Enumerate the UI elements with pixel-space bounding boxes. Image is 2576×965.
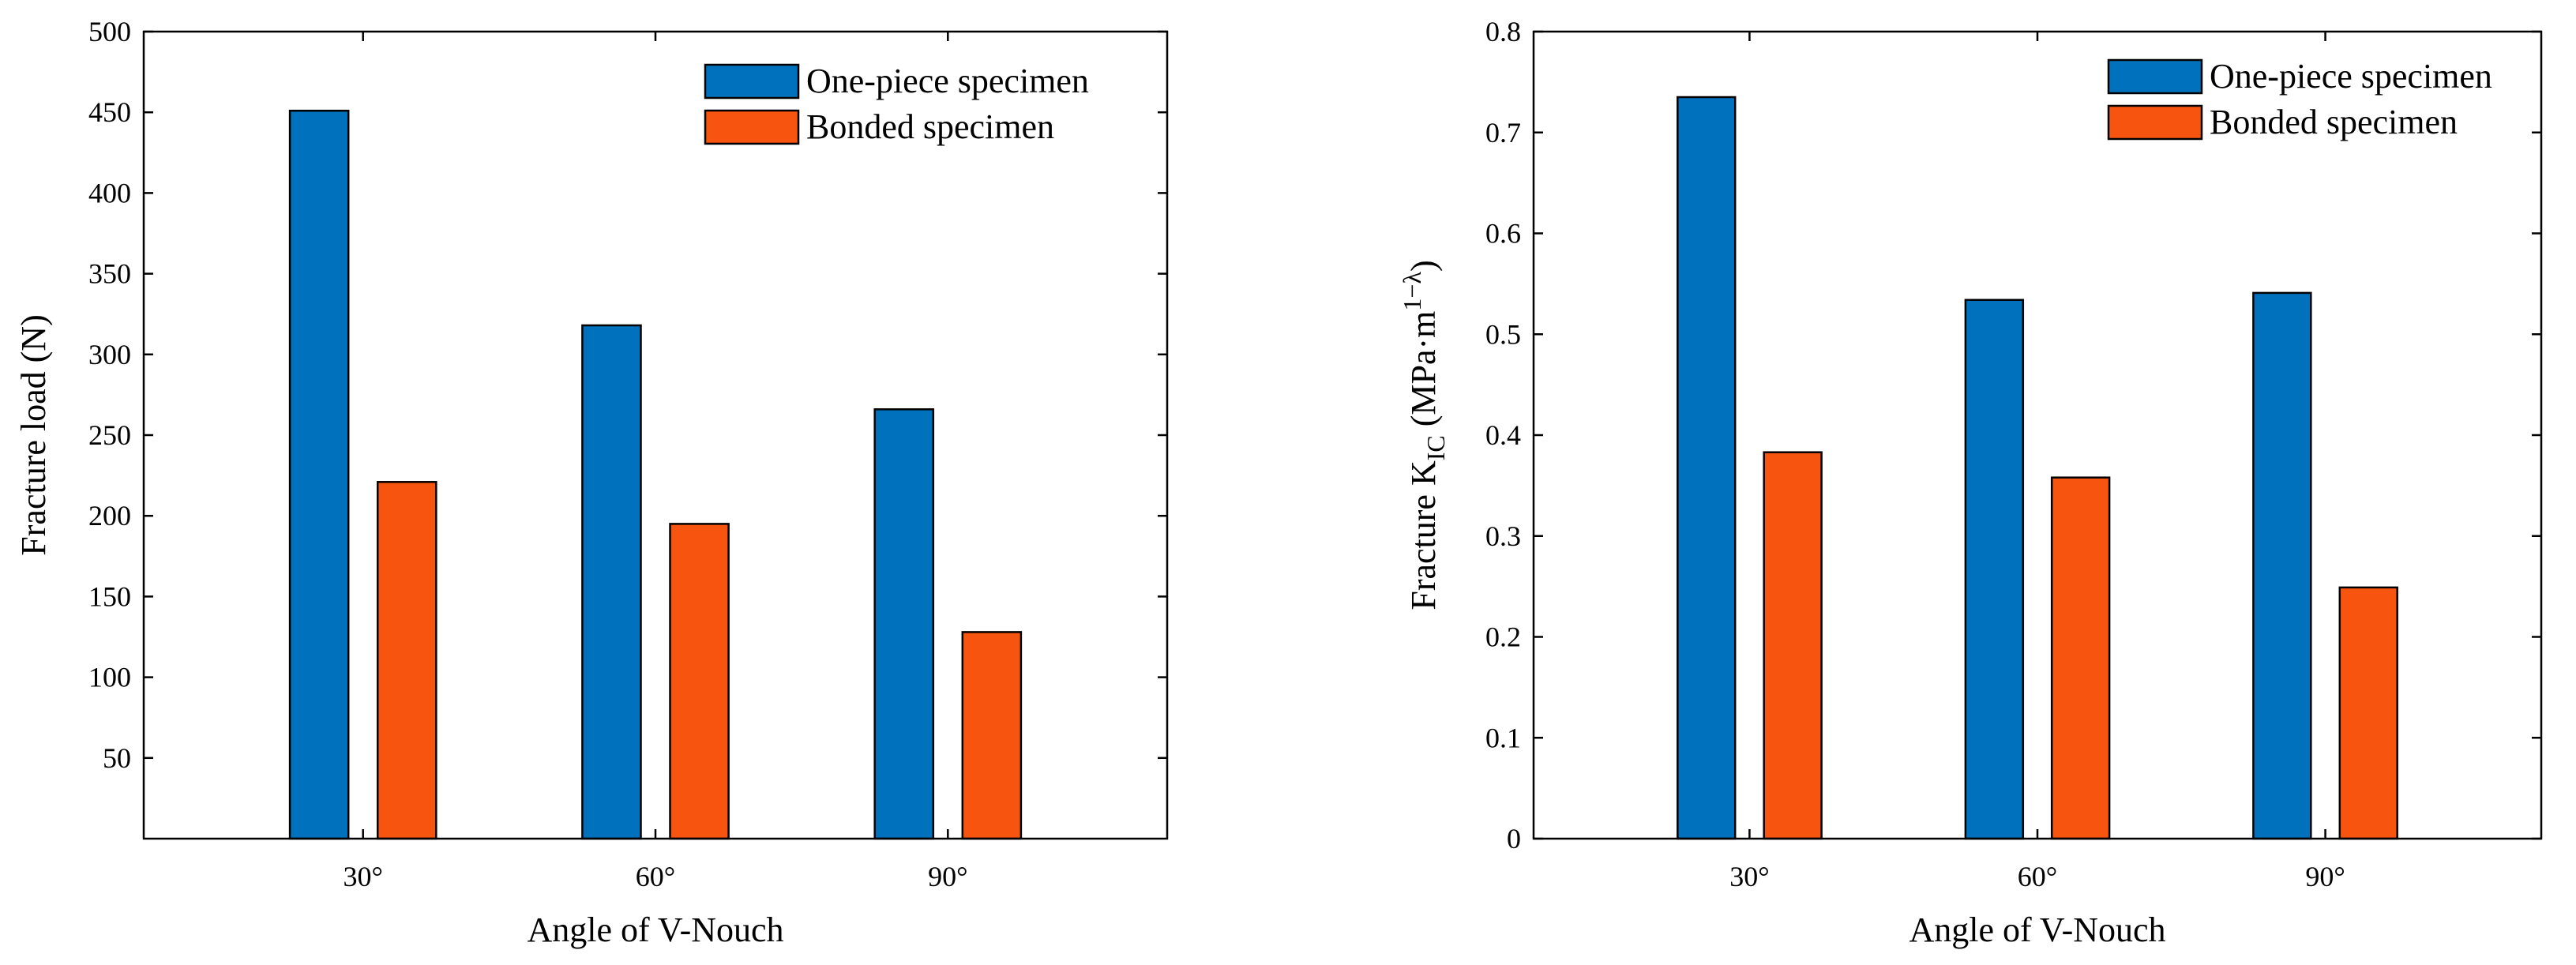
bar-bonded-1	[2050, 476, 2111, 840]
y-tick-label: 400	[88, 177, 131, 208]
y-tick-label: 0.8	[1485, 16, 1521, 47]
y-tick-label: 450	[88, 96, 131, 128]
x-tick-label: 30°	[1729, 861, 1769, 892]
y-tick-label: 500	[88, 16, 131, 47]
bar-one-piece-1	[581, 324, 642, 840]
y-axis-title-superscript: 1−λ	[1398, 272, 1426, 311]
y-axis-title-subscript: IC	[1421, 435, 1450, 460]
bar-bonded-2	[961, 631, 1023, 840]
fracture-load-chart: 50 100 150 200 250 300 350 400 450 500 30° 60° 90° An…	[14, 16, 1169, 949]
legend-label-bonded: Bonded specimen	[806, 107, 1054, 146]
bar-bonded-0	[1763, 451, 1823, 840]
y-tick-label: 0.1	[1485, 722, 1521, 753]
bar-bonded-1	[669, 523, 730, 840]
y-axis-title-units: (MPa·m	[1404, 311, 1443, 436]
legend: One-piece specimen Bonded specimen	[704, 62, 1089, 146]
bar-one-piece-2	[873, 408, 935, 840]
y-tick-label: 250	[88, 419, 131, 451]
bar-one-piece-0	[288, 109, 350, 840]
bar-bonded-2	[2338, 586, 2398, 840]
y-axis-title: Fracture load (N)	[14, 314, 53, 555]
y-tick-label: 0.3	[1485, 520, 1521, 552]
y-tick-label: 50	[103, 742, 131, 774]
y-tick-label: 300	[88, 339, 131, 370]
bar-one-piece-0	[1677, 96, 1737, 840]
fracture-kic-chart: 0 0.1 0.2 0.3 0.4 0.5 0.6 0.7 0.8 30° 60° 90° Angle …	[1398, 16, 2543, 949]
x-tick-label: 90°	[2305, 861, 2345, 892]
legend-swatch-one-piece	[2107, 58, 2203, 95]
x-tick-label: 60°	[636, 861, 675, 892]
legend-swatch-bonded	[2107, 104, 2203, 141]
y-tick-label: 150	[88, 580, 131, 612]
x-axis-title: Angle of V-Nouch	[1909, 911, 2165, 949]
y-tick-label: 0.5	[1485, 318, 1521, 350]
bar-one-piece-2	[2252, 291, 2312, 840]
y-tick-label: 0.2	[1485, 621, 1521, 653]
legend-swatch-bonded	[704, 109, 800, 145]
y-tick-label: 0.6	[1485, 218, 1521, 250]
legend-swatch-one-piece	[704, 63, 800, 100]
legend-label-one-piece: One-piece specimen	[806, 62, 1089, 100]
legend-label-one-piece: One-piece specimen	[2210, 57, 2492, 96]
bar-one-piece-1	[1964, 299, 2025, 840]
x-axis-title: Angle of V-Nouch	[527, 911, 783, 949]
y-tick-label: 0.4	[1485, 419, 1521, 451]
x-tick-label: 30°	[344, 861, 383, 892]
y-tick-label: 200	[88, 500, 131, 531]
y-tick-label: 350	[88, 258, 131, 290]
bar-bonded-0	[376, 481, 437, 840]
y-axis-title-close: )	[1404, 260, 1443, 272]
y-tick-label: 0	[1507, 823, 1521, 854]
legend-label-bonded: Bonded specimen	[2210, 103, 2458, 141]
y-tick-label: 100	[88, 662, 131, 693]
legend: One-piece specimen Bonded specimen	[2107, 57, 2492, 141]
y-tick-label: 0.7	[1485, 117, 1521, 148]
x-tick-label: 60°	[2018, 861, 2057, 892]
x-tick-label: 90°	[928, 861, 967, 892]
y-axis-title: Fracture KIC (MPa·m1−λ)	[1398, 260, 1450, 610]
y-axis-title-main: Fracture K	[1404, 460, 1443, 610]
y-axis-title-main: Fracture load (N)	[14, 314, 53, 555]
